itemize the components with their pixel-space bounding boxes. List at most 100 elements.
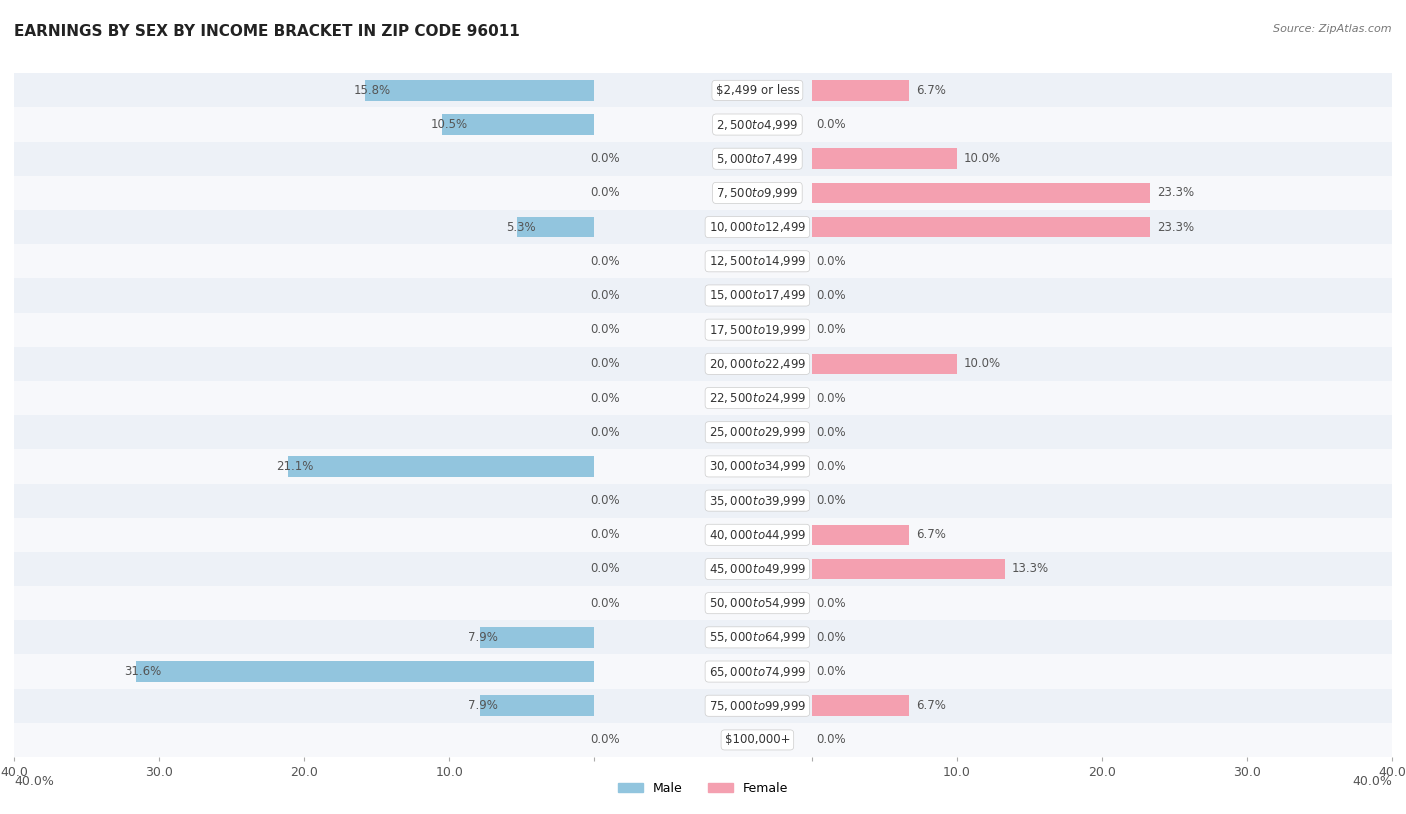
Text: 0.0%: 0.0% — [591, 255, 620, 268]
Bar — [811, 695, 908, 716]
Text: 7.9%: 7.9% — [468, 631, 498, 644]
Bar — [703, 244, 1392, 278]
Text: $75,000 to $99,999: $75,000 to $99,999 — [709, 698, 806, 713]
Bar — [288, 456, 595, 477]
Text: $35,000 to $39,999: $35,000 to $39,999 — [709, 493, 806, 508]
Text: $15,000 to $17,499: $15,000 to $17,499 — [709, 288, 806, 303]
Bar — [703, 415, 1392, 449]
Text: $7,500 to $9,999: $7,500 to $9,999 — [716, 186, 799, 200]
Text: 10.0%: 10.0% — [965, 152, 1001, 165]
Bar — [811, 353, 957, 374]
Text: $50,000 to $54,999: $50,000 to $54,999 — [709, 596, 806, 610]
Text: 15.8%: 15.8% — [353, 84, 391, 97]
Text: 6.7%: 6.7% — [917, 528, 946, 541]
Text: $55,000 to $64,999: $55,000 to $64,999 — [709, 630, 806, 645]
Text: 21.1%: 21.1% — [277, 460, 314, 473]
Text: $2,500 to $4,999: $2,500 to $4,999 — [716, 117, 799, 132]
Bar — [14, 210, 703, 244]
Bar — [14, 620, 703, 654]
Text: 0.0%: 0.0% — [591, 289, 620, 302]
Text: 0.0%: 0.0% — [591, 357, 620, 370]
Text: 0.0%: 0.0% — [815, 494, 846, 507]
Text: 23.3%: 23.3% — [1157, 221, 1194, 234]
Bar — [14, 518, 703, 552]
Bar — [479, 695, 595, 716]
Bar — [703, 654, 1392, 689]
Bar — [811, 217, 1150, 238]
Text: $40,000 to $44,999: $40,000 to $44,999 — [709, 527, 806, 542]
Text: 0.0%: 0.0% — [815, 733, 846, 746]
Text: $25,000 to $29,999: $25,000 to $29,999 — [709, 425, 806, 440]
Bar — [703, 723, 1392, 757]
Bar — [14, 484, 703, 518]
Text: 0.0%: 0.0% — [815, 426, 846, 439]
Bar — [703, 73, 1392, 107]
Text: 10.0%: 10.0% — [965, 357, 1001, 370]
Text: 31.6%: 31.6% — [124, 665, 162, 678]
Text: 0.0%: 0.0% — [815, 289, 846, 302]
Text: $17,500 to $19,999: $17,500 to $19,999 — [709, 322, 806, 337]
Bar — [14, 142, 703, 176]
Text: $5,000 to $7,499: $5,000 to $7,499 — [716, 151, 799, 166]
Text: $65,000 to $74,999: $65,000 to $74,999 — [709, 664, 806, 679]
Text: 0.0%: 0.0% — [591, 562, 620, 575]
Bar — [703, 210, 1392, 244]
Text: 0.0%: 0.0% — [591, 152, 620, 165]
Text: 10.5%: 10.5% — [430, 118, 467, 131]
Text: 6.7%: 6.7% — [917, 699, 946, 712]
Text: 13.3%: 13.3% — [1012, 562, 1049, 575]
Text: 0.0%: 0.0% — [815, 392, 846, 405]
Text: 0.0%: 0.0% — [591, 528, 620, 541]
Text: 0.0%: 0.0% — [815, 323, 846, 336]
Bar — [703, 347, 1392, 381]
Text: $22,500 to $24,999: $22,500 to $24,999 — [709, 391, 806, 405]
Bar — [479, 627, 595, 648]
Text: $30,000 to $34,999: $30,000 to $34,999 — [709, 459, 806, 474]
Text: 0.0%: 0.0% — [815, 118, 846, 131]
Bar — [136, 661, 595, 682]
Text: Source: ZipAtlas.com: Source: ZipAtlas.com — [1274, 24, 1392, 34]
Bar — [703, 484, 1392, 518]
Bar — [14, 278, 703, 313]
Bar — [703, 552, 1392, 586]
Bar — [14, 552, 703, 586]
Bar — [517, 217, 595, 238]
Bar — [14, 586, 703, 620]
Text: 0.0%: 0.0% — [591, 323, 620, 336]
Bar — [703, 107, 1392, 142]
Bar — [703, 449, 1392, 484]
Bar — [703, 689, 1392, 723]
Bar — [14, 313, 703, 347]
Bar — [703, 278, 1392, 313]
Text: 0.0%: 0.0% — [591, 733, 620, 746]
Bar — [14, 381, 703, 415]
Bar — [703, 313, 1392, 347]
Text: 0.0%: 0.0% — [815, 597, 846, 610]
Text: 0.0%: 0.0% — [591, 426, 620, 439]
Bar — [703, 381, 1392, 415]
Bar — [703, 142, 1392, 176]
Text: $12,500 to $14,999: $12,500 to $14,999 — [709, 254, 806, 269]
Text: 0.0%: 0.0% — [591, 186, 620, 199]
Text: 40.0%: 40.0% — [1353, 775, 1392, 788]
Bar — [811, 558, 1005, 580]
Text: 0.0%: 0.0% — [591, 392, 620, 405]
Text: 0.0%: 0.0% — [591, 494, 620, 507]
Text: 6.7%: 6.7% — [917, 84, 946, 97]
Text: 0.0%: 0.0% — [591, 597, 620, 610]
Bar — [14, 723, 703, 757]
Bar — [703, 176, 1392, 210]
Bar — [14, 415, 703, 449]
Bar — [14, 107, 703, 142]
Text: 23.3%: 23.3% — [1157, 186, 1194, 199]
Text: 5.3%: 5.3% — [506, 221, 536, 234]
Text: $45,000 to $49,999: $45,000 to $49,999 — [709, 562, 806, 576]
Text: 0.0%: 0.0% — [815, 460, 846, 473]
Bar — [14, 244, 703, 278]
Text: 0.0%: 0.0% — [815, 631, 846, 644]
Text: 0.0%: 0.0% — [815, 255, 846, 268]
Bar — [811, 524, 908, 545]
Text: $2,499 or less: $2,499 or less — [716, 84, 799, 97]
Bar — [14, 689, 703, 723]
Bar — [703, 620, 1392, 654]
